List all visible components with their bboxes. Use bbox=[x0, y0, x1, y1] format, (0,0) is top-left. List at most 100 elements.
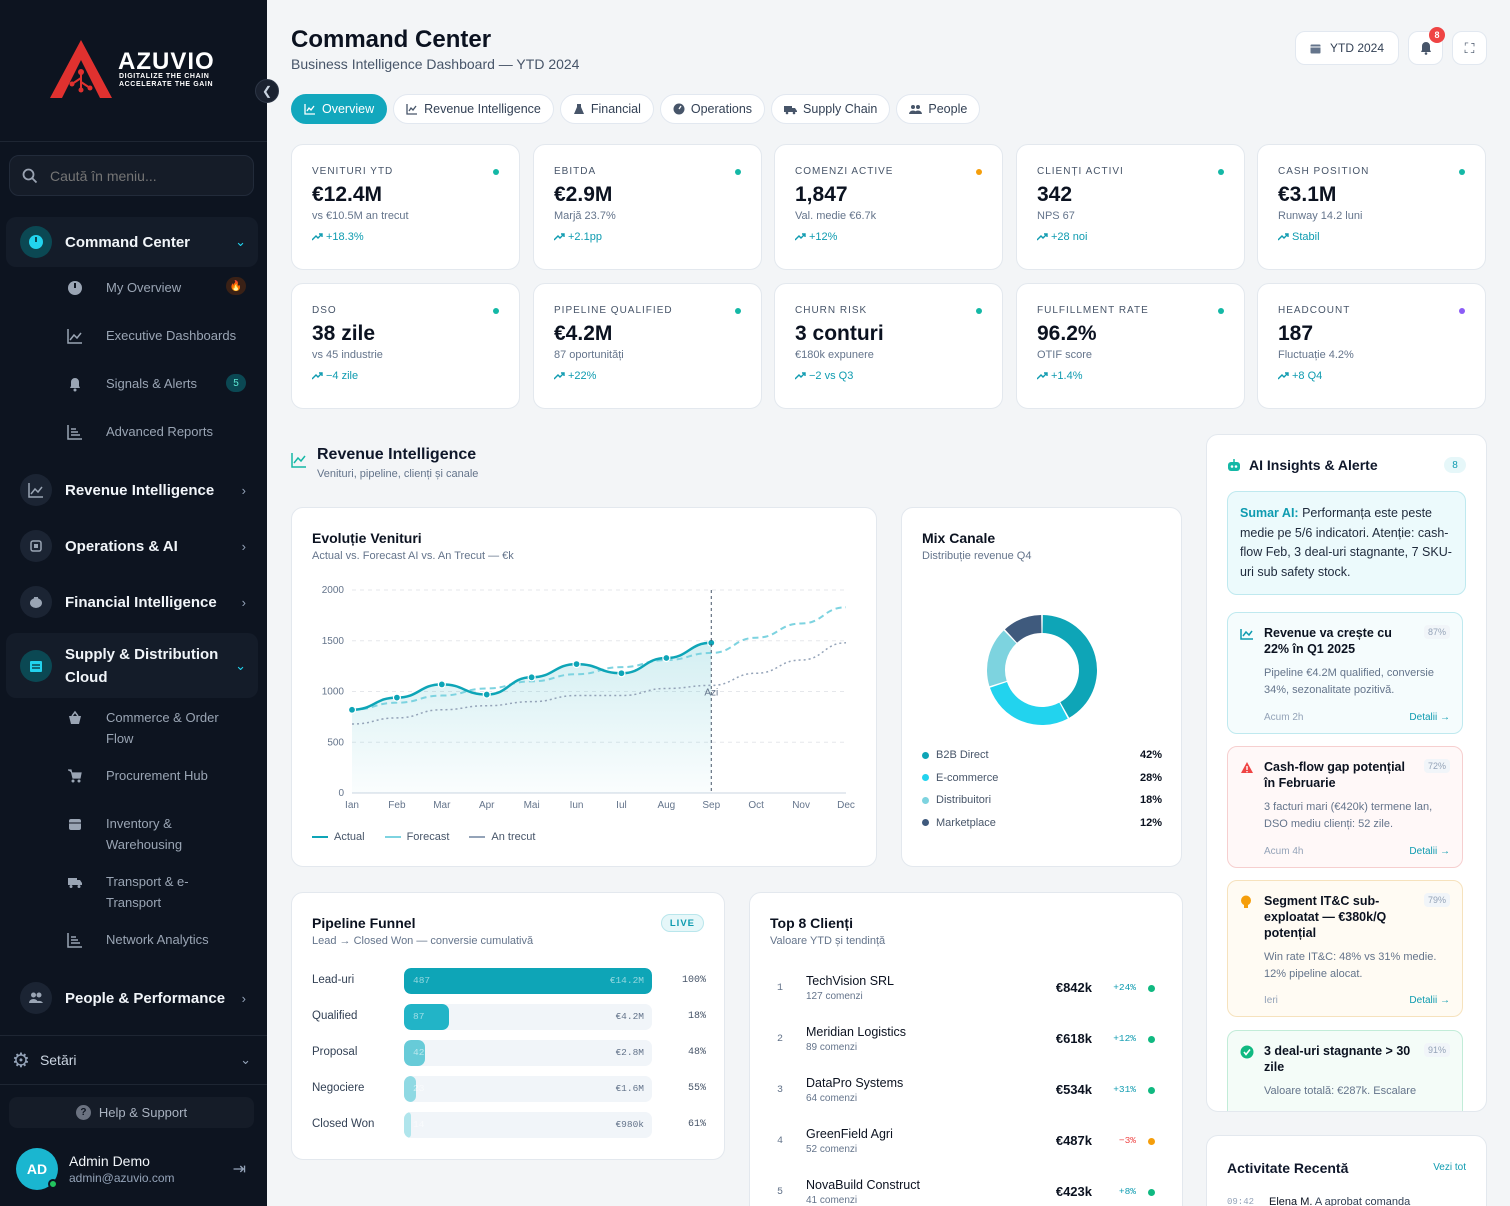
actual-point[interactable] bbox=[572, 659, 581, 669]
revenue-line-chart[interactable]: 0 500 1000 1500 2000 Ian Feb Mar Apr Mai Iun Iul Aug… bbox=[292, 578, 878, 878]
legend-value: 18% bbox=[1139, 794, 1162, 807]
activity-view-all-link[interactable]: Vezi tot bbox=[1433, 1162, 1466, 1173]
sidebar-item-executive-dashboards[interactable]: Executive Dashboards bbox=[64, 325, 254, 347]
settings-button[interactable]: ⚙ Setări ⌄ bbox=[12, 1048, 257, 1072]
help-icon: ? bbox=[75, 1105, 91, 1120]
funnel-row[interactable]: Qualified 87 €4.2M 18% bbox=[312, 1004, 706, 1030]
kpi-card[interactable]: VENITURI YTD €12.4M vs €10.5M an trecut +18… bbox=[291, 144, 520, 270]
notifications-button[interactable]: 8 bbox=[1408, 27, 1445, 65]
kpi-card[interactable]: DSO 38 zile vs 45 industrie −4 zile bbox=[291, 283, 520, 409]
x-tick-label: Iul bbox=[616, 800, 627, 811]
nav-group-command-center[interactable]: Command Center ⌄ bbox=[6, 217, 258, 267]
sidebar-item-label: Transport & e- Transport bbox=[106, 871, 189, 913]
sidebar-footer-divider bbox=[0, 1035, 267, 1036]
sidebar-search-input[interactable] bbox=[50, 167, 230, 184]
donut-legend: B2B Direct 42% E-commerce 28% Distribuitori 1… bbox=[922, 744, 1162, 834]
nav-group-people-performance[interactable]: People & Performance › bbox=[6, 975, 258, 1021]
sidebar-item-my-overview[interactable]: My Overview 🔥 bbox=[64, 277, 254, 299]
fullscreen-button[interactable]: ⛶ bbox=[1452, 31, 1487, 65]
insight-confidence-badge: 91% bbox=[1423, 1043, 1450, 1057]
sidebar-item-advanced-reports[interactable]: Advanced Reports bbox=[64, 421, 254, 443]
kpi-change: +1.4% bbox=[1037, 370, 1224, 382]
client-row[interactable]: 5 NovaBuild Construct 41 comenzi €423k +8% bbox=[770, 1177, 1164, 1206]
kpi-card[interactable]: FULFILLMENT RATE 96.2% OTIF score +1.4% bbox=[1016, 283, 1245, 409]
donut-slice[interactable] bbox=[989, 681, 1068, 725]
logout-icon[interactable]: ⇥ bbox=[232, 1161, 246, 1178]
client-status-dot bbox=[1148, 1036, 1155, 1043]
x-tick-label: Iun bbox=[570, 800, 584, 811]
donut-slice[interactable] bbox=[987, 630, 1017, 687]
insight-details-link[interactable]: Detalii → bbox=[1409, 995, 1450, 1006]
tab-overview[interactable]: Overview bbox=[291, 94, 388, 124]
tab-operations[interactable]: Operations bbox=[659, 94, 766, 124]
brand-logo[interactable]: AZUVIO DIGITALIZE THE CHAIN ACCELERATE T… bbox=[48, 38, 228, 100]
client-row[interactable]: 2 Meridian Logistics 89 comenzi €618k +12% bbox=[770, 1024, 1164, 1060]
kpi-label: PIPELINE QUALIFIED bbox=[554, 305, 673, 316]
nav-group-operations-ai[interactable]: Operations & AI › bbox=[6, 523, 258, 569]
kpi-card[interactable]: EBITDA €2.9M Marjă 23.7% +2.1pp bbox=[533, 144, 762, 270]
actual-point[interactable] bbox=[617, 669, 626, 678]
client-trend: +24% bbox=[1113, 982, 1136, 993]
kpi-change: +18.3% bbox=[312, 231, 499, 243]
warehouse-icon bbox=[20, 649, 52, 682]
funnel-count: 487 bbox=[413, 975, 431, 986]
funnel-row[interactable]: Closed Won 14 €980k 61% bbox=[312, 1112, 706, 1138]
kpi-card[interactable]: PIPELINE QUALIFIED €4.2M 87 oportunități +2… bbox=[533, 283, 762, 409]
actual-point[interactable] bbox=[437, 680, 446, 689]
tab-revenue-intelligence[interactable]: Revenue Intelligence bbox=[393, 94, 554, 124]
help-support-button[interactable]: ? Help & Support bbox=[9, 1097, 254, 1128]
sidebar-item-transport[interactable]: Transport & e- Transport bbox=[64, 871, 254, 913]
insight-details-link[interactable]: Detalii → bbox=[1409, 712, 1450, 723]
kpi-card[interactable]: CASH POSITION €3.1M Runway 14.2 luni Stabil bbox=[1257, 144, 1486, 270]
insight-card[interactable]: Cash-flow gap potențial în Februarie 72% 3… bbox=[1227, 746, 1463, 868]
kpi-card[interactable]: CLIENȚI ACTIVI 342 NPS 67 +28 noi bbox=[1016, 144, 1245, 270]
actual-point[interactable] bbox=[662, 653, 671, 663]
sidebar-collapse-button[interactable]: ❮ bbox=[255, 79, 279, 103]
tab-people[interactable]: People bbox=[896, 94, 981, 124]
donut-slice[interactable] bbox=[1004, 615, 1042, 643]
kpi-sub: Val. medie €6.7k bbox=[795, 210, 877, 222]
tab-financial[interactable]: Financial bbox=[559, 94, 654, 124]
insight-card[interactable]: 3 deal-uri stagnante > 30 zile 91% Valoare… bbox=[1227, 1030, 1463, 1111]
kpi-label: HEADCOUNT bbox=[1278, 305, 1351, 316]
client-row[interactable]: 3 DataPro Systems 64 comenzi €534k +31% bbox=[770, 1075, 1164, 1111]
live-badge: LIVE bbox=[660, 914, 704, 932]
tab-supply-chain[interactable]: Supply Chain bbox=[771, 94, 891, 124]
main-content: Command Center Business Intelligence Das… bbox=[267, 0, 1510, 1206]
actual-point[interactable] bbox=[527, 673, 536, 682]
client-value: €534k bbox=[1055, 1082, 1092, 1097]
channel-donut-chart[interactable] bbox=[902, 600, 1183, 740]
funnel-row[interactable]: Proposal 42 €2.8M 48% bbox=[312, 1040, 706, 1066]
client-status-dot bbox=[1148, 985, 1155, 992]
insight-card[interactable]: Segment IT&C sub-exploatat — €380k/Q pot… bbox=[1227, 880, 1463, 1017]
nav-group-financial-intelligence[interactable]: Financial Intelligence › bbox=[6, 579, 258, 625]
nav-group-supply-distribution[interactable]: Supply & Distribution Cloud ⌄ bbox=[6, 633, 258, 698]
period-selector-button[interactable]: YTD 2024 bbox=[1295, 31, 1399, 65]
kpi-card[interactable]: HEADCOUNT 187 Fluctuație 4.2% +8 Q4 bbox=[1257, 283, 1486, 409]
sidebar-item-signals-alerts[interactable]: Signals & Alerts 5 bbox=[64, 373, 254, 395]
insight-title: Cash-flow gap potențial în Februarie bbox=[1264, 760, 1405, 790]
sidebar-item-inventory-warehousing[interactable]: Inventory & Warehousing bbox=[64, 813, 254, 855]
sidebar-item-commerce-order-flow[interactable]: Commerce & Order Flow bbox=[64, 707, 254, 749]
client-rank: 2 bbox=[777, 1034, 784, 1045]
sidebar-search[interactable] bbox=[9, 155, 254, 196]
client-row[interactable]: 4 GreenField Agri 52 comenzi €487k −3% bbox=[770, 1126, 1164, 1162]
actual-point[interactable] bbox=[392, 693, 402, 702]
nav-group-revenue-intelligence[interactable]: Revenue Intelligence › bbox=[6, 467, 258, 513]
donut-slice[interactable] bbox=[1042, 615, 1097, 718]
actual-point[interactable] bbox=[347, 705, 357, 714]
actual-point[interactable] bbox=[482, 690, 491, 699]
insight-card[interactable]: Revenue va crește cu 22% în Q1 2025 87% Pi… bbox=[1227, 612, 1463, 734]
insight-details-link[interactable]: Detalii → bbox=[1409, 846, 1450, 857]
kpi-card[interactable]: COMENZI ACTIVE 1,847 Val. medie €6.7k +12% bbox=[774, 144, 1003, 270]
kpi-card[interactable]: CHURN RISK 3 conturi €180k expunere −2 vs Q… bbox=[774, 283, 1003, 409]
funnel-row[interactable]: Lead-uri 487 €14.2M 100% bbox=[312, 968, 706, 994]
client-row[interactable]: 1 TechVision SRL 127 comenzi €842k +24% bbox=[770, 973, 1164, 1009]
sidebar-item-network-analytics[interactable]: Network Analytics bbox=[64, 929, 254, 951]
funnel-row[interactable]: Negociere 23 €1.6M 55% bbox=[312, 1076, 706, 1102]
donut-legend-item: E-commerce 28% bbox=[922, 767, 1162, 790]
sidebar-item-procurement-hub[interactable]: Procurement Hub bbox=[64, 765, 254, 787]
user-profile[interactable]: AD Admin Demo admin@azuvio.com ⇥ bbox=[16, 1148, 256, 1190]
legend-label: Marketplace bbox=[936, 816, 996, 829]
nav-group-label: Command Center bbox=[65, 233, 191, 251]
